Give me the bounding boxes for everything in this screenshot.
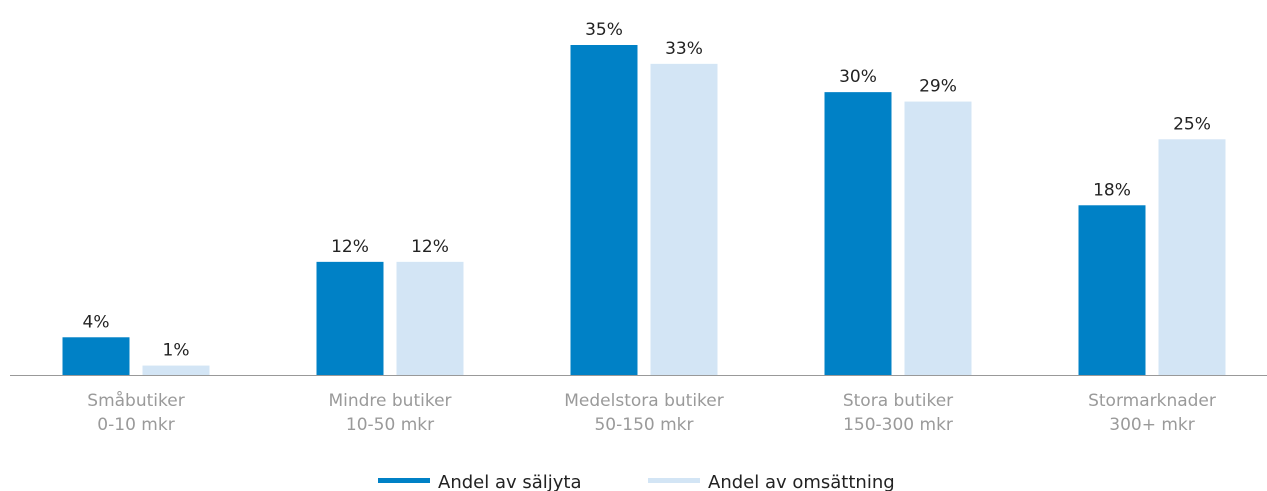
value-label: 4% <box>83 312 110 332</box>
bar <box>1158 139 1226 375</box>
bar <box>1078 205 1146 375</box>
legend-swatch <box>378 478 430 483</box>
x-tick-label: Mindre butiker <box>328 391 451 411</box>
legend-label: Andel av säljyta <box>438 472 582 491</box>
bar <box>904 101 972 376</box>
value-label: 35% <box>585 20 623 40</box>
value-label: 33% <box>665 39 703 59</box>
bar <box>570 45 638 375</box>
bar <box>650 63 718 375</box>
value-label: 12% <box>331 237 369 257</box>
x-tick-label: 50-150 mkr <box>594 415 693 435</box>
bar <box>316 261 384 375</box>
value-label: 30% <box>839 67 877 87</box>
value-label: 1% <box>163 341 190 361</box>
x-tick-label: Medelstora butiker <box>564 391 723 411</box>
value-label: 29% <box>919 77 957 97</box>
x-tick-label: 0-10 mkr <box>97 415 174 435</box>
x-tick-label: Stormarknader <box>1088 391 1216 411</box>
bar <box>62 337 130 375</box>
x-tick-label: 150-300 mkr <box>843 415 953 435</box>
x-tick-label: Stora butiker <box>843 391 953 411</box>
bar <box>824 92 892 376</box>
legend-swatch <box>648 478 700 483</box>
value-label: 18% <box>1093 180 1131 200</box>
x-tick-label: 300+ mkr <box>1109 415 1195 435</box>
x-tick-label: 10-50 mkr <box>346 415 434 435</box>
legend-label: Andel av omsättning <box>708 472 895 491</box>
bar <box>396 261 464 375</box>
value-label: 12% <box>411 237 449 257</box>
value-label: 25% <box>1173 114 1211 134</box>
bar <box>142 365 210 375</box>
x-tick-label: Småbutiker <box>87 390 184 411</box>
